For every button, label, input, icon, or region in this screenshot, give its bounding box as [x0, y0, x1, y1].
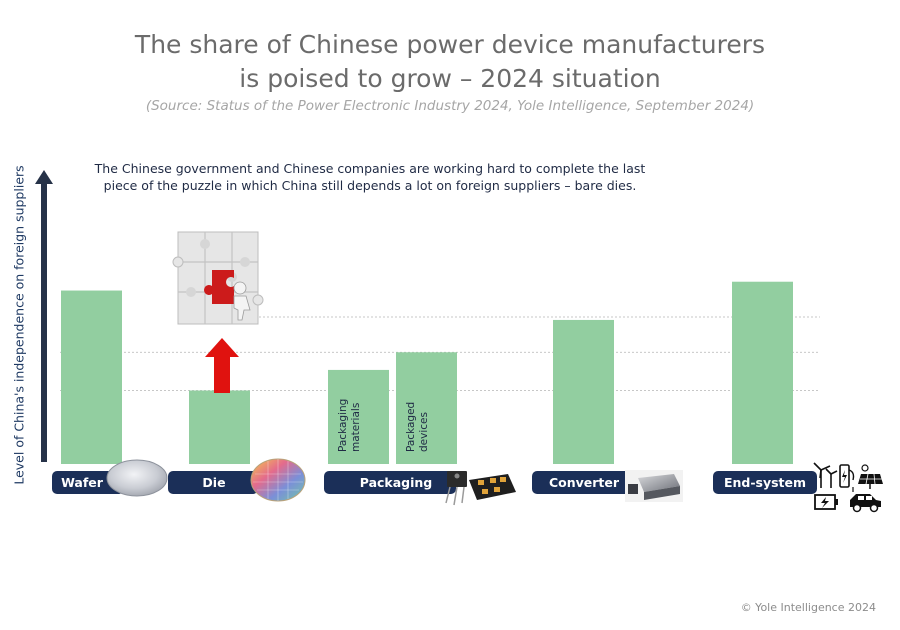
- category-pill: [324, 471, 456, 494]
- bar-packaging-packaging-materials: [328, 369, 389, 464]
- battery-icon: [814, 494, 838, 510]
- bar-wafer: [61, 290, 122, 464]
- title-line-1: The share of Chinese power device manufa…: [134, 30, 766, 59]
- title-line-2: is poised to grow – 2024 situation: [239, 64, 661, 93]
- source-note: (Source: Status of the Power Electronic …: [145, 98, 755, 114]
- category-label: Packaging: [360, 475, 433, 490]
- bar-label: Packagingmaterials: [337, 399, 362, 452]
- chart-title: The share of Chinese power device manufa…: [0, 28, 900, 96]
- category-packaging: Packaging: [324, 471, 456, 494]
- bar-end-system: [732, 281, 793, 464]
- puzzle-icon: [172, 231, 264, 325]
- category-label: End-system: [724, 475, 806, 490]
- wind-turbine-icon: [813, 462, 838, 488]
- category-label: Wafer: [61, 475, 104, 490]
- die-wafer-icon: [250, 458, 306, 502]
- category-converter: Converter: [532, 471, 636, 494]
- electric-car-icon: [850, 487, 881, 513]
- power-transistor-icon: [445, 471, 467, 506]
- category-pill: [168, 471, 258, 494]
- bar-packaging-packaged-devices: [396, 352, 457, 464]
- wafer-icon: [106, 459, 168, 497]
- bar-die: [189, 390, 250, 464]
- category-pill: [713, 471, 817, 494]
- category-label: Die: [202, 475, 225, 490]
- power-module-icon: [469, 474, 516, 500]
- category-die: Die: [168, 471, 258, 494]
- category-wafer: Wafer: [52, 471, 124, 494]
- category-end-system: End-system: [713, 471, 817, 494]
- annotation-line-2: piece of the puzzle in which China still…: [103, 178, 637, 193]
- category-labels: Wafer Die Packaging Converter End-system: [52, 471, 817, 494]
- y-axis-arrow: [35, 170, 53, 462]
- solar-panel-icon: [858, 464, 883, 489]
- copyright: © Yole Intelligence 2024: [740, 601, 876, 614]
- ev-charger-icon: [839, 464, 855, 488]
- bar-converter: [553, 319, 614, 464]
- bar-labels-group: Packagingmaterials Packageddevices: [337, 399, 430, 452]
- category-pill: [52, 471, 124, 494]
- bar-label: Packageddevices: [405, 402, 430, 452]
- category-pill: [532, 471, 636, 494]
- converter-icon: [625, 470, 683, 502]
- annotation-text: The Chinese government and Chinese compa…: [60, 160, 680, 194]
- growth-arrow-icon: [205, 338, 239, 393]
- category-label: Converter: [549, 475, 620, 490]
- bars-group: [61, 281, 793, 464]
- annotation-line-1: The Chinese government and Chinese compa…: [94, 161, 646, 176]
